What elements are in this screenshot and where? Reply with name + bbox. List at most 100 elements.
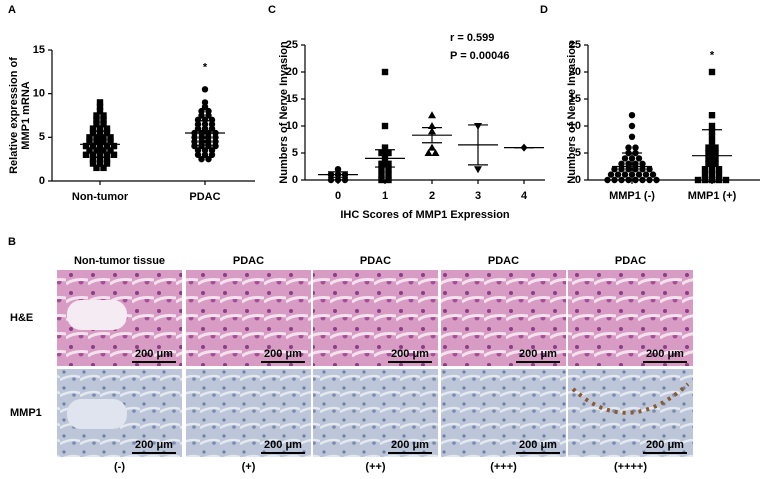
y-tick-label: 0	[39, 175, 45, 187]
data-point	[201, 86, 209, 93]
data-point	[625, 166, 632, 173]
data-point	[381, 68, 389, 76]
data-point	[93, 112, 100, 119]
column-header: PDAC	[360, 255, 391, 267]
data-point	[715, 166, 723, 173]
data-point	[632, 166, 639, 173]
data-point	[618, 160, 625, 167]
histology-image	[313, 369, 438, 457]
data-point	[93, 147, 100, 154]
statistic: P = 0.00046	[450, 50, 509, 62]
data-point	[611, 166, 618, 173]
data-point	[208, 151, 216, 158]
data-point	[93, 116, 100, 124]
scale-bar-label: 200 μm	[135, 439, 173, 451]
score-label: (+)	[242, 461, 256, 473]
data-point	[701, 171, 709, 178]
y-tick-label: 15	[569, 93, 581, 105]
data-point	[431, 149, 440, 156]
data-point	[100, 147, 107, 154]
data-point	[198, 112, 205, 119]
data-point	[100, 164, 107, 172]
data-point	[100, 116, 107, 124]
data-point	[378, 149, 385, 157]
annotation: *	[710, 50, 715, 62]
x-tick-label: PDAC	[189, 191, 220, 203]
data-point	[712, 155, 719, 162]
data-point	[639, 176, 646, 184]
x-tick-label: Non-tumor	[72, 191, 129, 203]
data-point	[89, 129, 97, 137]
data-point	[86, 134, 93, 141]
data-point	[428, 143, 436, 151]
data-point	[649, 171, 657, 178]
data-point	[385, 171, 392, 178]
panel-b: B Non-tumor tissue 200 μm 200 μm (-) PDAC 200 …	[8, 236, 693, 473]
data-point	[86, 138, 93, 145]
data-point	[621, 155, 629, 162]
data-point	[103, 151, 111, 158]
data-point	[618, 166, 625, 173]
y-tick-label: 10	[569, 120, 581, 132]
x-tick-label: 0	[335, 190, 341, 202]
histology-image	[441, 369, 566, 457]
data-point	[96, 107, 104, 115]
data-point	[96, 155, 104, 163]
scale-bar-label: 200 μm	[646, 348, 684, 360]
column-header: PDAC	[615, 255, 646, 267]
panel-label: A	[8, 4, 16, 16]
histology-image	[568, 369, 693, 457]
histology-image	[441, 270, 566, 366]
data-point	[201, 151, 209, 158]
scale-bar-label: 200 μm	[264, 439, 302, 451]
lumen	[67, 399, 127, 429]
row-label: MMP1	[10, 407, 42, 419]
data-point	[385, 176, 392, 184]
data-point	[722, 176, 730, 184]
data-point	[694, 176, 702, 184]
score-label: (++++)	[614, 461, 647, 473]
data-point	[712, 144, 719, 151]
data-point	[618, 176, 625, 184]
y-tick-label: 5	[575, 147, 581, 159]
histology-image	[186, 369, 311, 457]
x-tick-label: 1	[382, 190, 388, 202]
data-point	[334, 166, 342, 173]
data-point	[82, 142, 90, 150]
data-point	[635, 155, 643, 162]
data-point	[198, 155, 205, 163]
scale-bar-label: 200 μm	[135, 348, 173, 360]
data-point	[705, 155, 712, 162]
data-point	[107, 138, 114, 145]
data-point	[712, 149, 719, 157]
data-point	[82, 151, 90, 158]
data-point	[89, 142, 97, 150]
data-point	[381, 144, 389, 151]
data-point	[201, 103, 209, 110]
y-tick-label: 15	[33, 44, 45, 56]
data-point	[93, 138, 100, 145]
data-point	[385, 166, 392, 173]
data-point	[642, 171, 650, 178]
data-point	[89, 151, 97, 158]
y-tick-label: 10	[286, 120, 298, 132]
stained-epithelium	[571, 382, 690, 415]
data-point	[385, 160, 392, 167]
data-point	[632, 144, 639, 151]
y-tick-label: 0	[292, 174, 298, 186]
data-point	[385, 149, 392, 157]
data-point	[194, 125, 202, 132]
scale-bar-label: 200 μm	[391, 439, 429, 451]
score-label: (++)	[365, 461, 386, 473]
data-point	[100, 138, 107, 145]
scale-bar-label: 200 μm	[519, 348, 557, 360]
data-point	[89, 155, 97, 163]
y-tick-label: 5	[292, 147, 298, 159]
data-point	[708, 122, 716, 130]
data-point	[96, 99, 104, 106]
y-tick-label: 15	[286, 93, 298, 105]
data-point	[103, 155, 111, 163]
annotation: *	[203, 61, 208, 73]
data-point	[341, 176, 349, 184]
